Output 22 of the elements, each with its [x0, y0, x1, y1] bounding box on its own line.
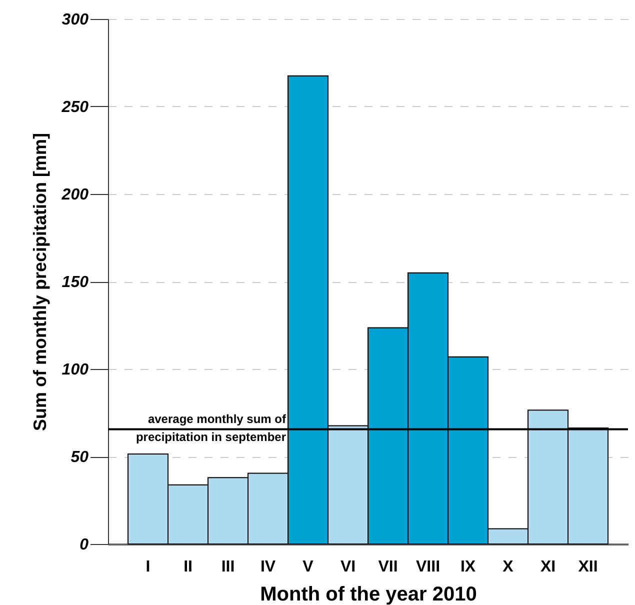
x-axis-title: Month of the year 2010	[260, 584, 477, 605]
x-tick-label: VIII	[416, 558, 440, 576]
x-tick-label: XI	[540, 558, 556, 576]
y-tick-label: 100	[62, 362, 89, 378]
y-tick-label: 50	[70, 449, 89, 466]
y-tick-label: 300	[62, 12, 89, 28]
x-tick-label: IX	[460, 558, 476, 576]
y-tick-label: 150	[62, 274, 89, 291]
y-tick-label: 250	[60, 99, 89, 116]
x-tick-label: VII	[378, 558, 398, 576]
y-tick-label: 200	[60, 186, 89, 204]
x-tick-label: V	[302, 558, 314, 576]
x-tick-label: XII	[578, 558, 598, 576]
x-tick-label: I	[146, 558, 150, 576]
x-tick-label: III	[221, 558, 235, 576]
x-tick-label: X	[502, 558, 514, 576]
ref-line-label: average monthly sum of precipitation in september	[136, 412, 287, 444]
y-axis-title: Sum of monthly precipitation [mm]	[30, 132, 50, 432]
y-tick-label: 0	[80, 536, 89, 554]
x-tick-label: II	[184, 558, 192, 576]
x-tick-label: IV	[260, 558, 276, 576]
x-tick-label: VI	[340, 558, 356, 576]
